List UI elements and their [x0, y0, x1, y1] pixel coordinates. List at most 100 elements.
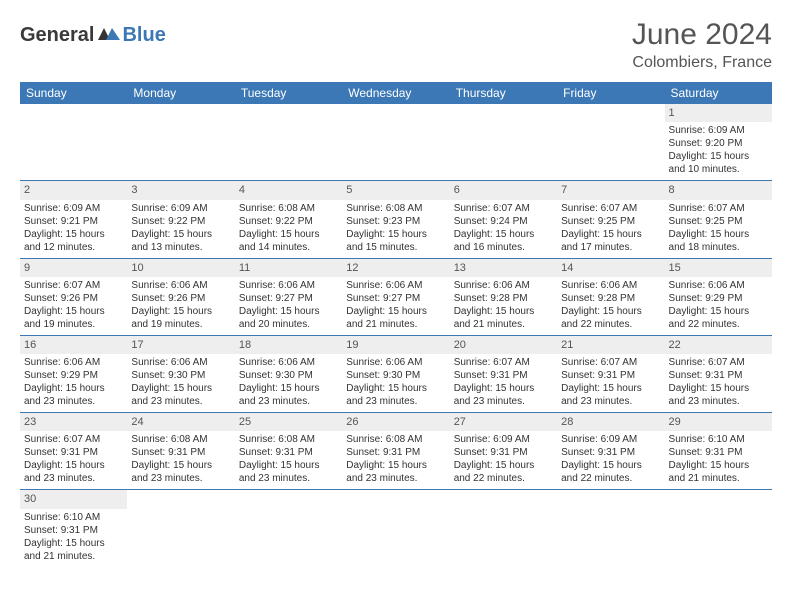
calendar-body: 1Sunrise: 6:09 AMSunset: 9:20 PMDaylight…	[20, 104, 772, 567]
day-number: 12	[342, 258, 449, 277]
day-detail	[342, 122, 449, 181]
day-number-row: 1	[20, 104, 772, 122]
day-detail	[342, 509, 449, 567]
day-number: 25	[235, 413, 342, 432]
day-detail: Sunrise: 6:08 AMSunset: 9:31 PMDaylight:…	[235, 431, 342, 490]
day-detail: Sunrise: 6:07 AMSunset: 9:24 PMDaylight:…	[450, 200, 557, 259]
day-number: 18	[235, 335, 342, 354]
day-detail: Sunrise: 6:06 AMSunset: 9:29 PMDaylight:…	[665, 277, 772, 336]
day-detail-row: Sunrise: 6:06 AMSunset: 9:29 PMDaylight:…	[20, 354, 772, 413]
day-detail	[557, 509, 664, 567]
day-number: 23	[20, 413, 127, 432]
day-number	[235, 490, 342, 509]
day-detail	[127, 509, 234, 567]
day-number: 19	[342, 335, 449, 354]
day-number: 27	[450, 413, 557, 432]
logo-text-blue: Blue	[122, 24, 165, 47]
day-number-row: 30	[20, 490, 772, 509]
day-detail: Sunrise: 6:06 AMSunset: 9:30 PMDaylight:…	[127, 354, 234, 413]
weekday-header: Sunday	[20, 82, 127, 104]
day-number	[342, 104, 449, 122]
day-detail: Sunrise: 6:06 AMSunset: 9:29 PMDaylight:…	[20, 354, 127, 413]
day-detail-row: Sunrise: 6:09 AMSunset: 9:21 PMDaylight:…	[20, 200, 772, 259]
day-number: 22	[665, 335, 772, 354]
day-number-row: 23242526272829	[20, 413, 772, 432]
day-number: 7	[557, 181, 664, 200]
title-block: June 2024 Colombiers, France	[632, 18, 772, 72]
day-number	[557, 104, 664, 122]
day-detail: Sunrise: 6:06 AMSunset: 9:28 PMDaylight:…	[557, 277, 664, 336]
day-number	[665, 490, 772, 509]
day-detail	[127, 122, 234, 181]
day-detail: Sunrise: 6:07 AMSunset: 9:31 PMDaylight:…	[20, 431, 127, 490]
day-number	[342, 490, 449, 509]
day-detail	[20, 122, 127, 181]
day-detail: Sunrise: 6:08 AMSunset: 9:31 PMDaylight:…	[342, 431, 449, 490]
day-number: 9	[20, 258, 127, 277]
day-number	[557, 490, 664, 509]
day-detail: Sunrise: 6:06 AMSunset: 9:26 PMDaylight:…	[127, 277, 234, 336]
calendar-table: SundayMondayTuesdayWednesdayThursdayFrid…	[20, 82, 772, 567]
day-number	[450, 104, 557, 122]
day-detail: Sunrise: 6:09 AMSunset: 9:21 PMDaylight:…	[20, 200, 127, 259]
weekday-header: Wednesday	[342, 82, 449, 104]
day-number	[127, 490, 234, 509]
day-number: 1	[665, 104, 772, 122]
day-number	[127, 104, 234, 122]
day-detail: Sunrise: 6:07 AMSunset: 9:25 PMDaylight:…	[665, 200, 772, 259]
day-number: 24	[127, 413, 234, 432]
day-number: 11	[235, 258, 342, 277]
day-number: 15	[665, 258, 772, 277]
day-number: 14	[557, 258, 664, 277]
weekday-header: Tuesday	[235, 82, 342, 104]
day-number: 3	[127, 181, 234, 200]
logo-text-general: General	[20, 24, 94, 47]
day-detail: Sunrise: 6:08 AMSunset: 9:23 PMDaylight:…	[342, 200, 449, 259]
location: Colombiers, France	[632, 54, 772, 72]
weekday-header-row: SundayMondayTuesdayWednesdayThursdayFrid…	[20, 82, 772, 104]
weekday-header: Friday	[557, 82, 664, 104]
day-detail: Sunrise: 6:07 AMSunset: 9:31 PMDaylight:…	[450, 354, 557, 413]
day-number: 26	[342, 413, 449, 432]
day-number: 16	[20, 335, 127, 354]
day-number: 2	[20, 181, 127, 200]
header: General Blue June 2024 Colombiers, Franc…	[20, 18, 772, 72]
day-detail: Sunrise: 6:09 AMSunset: 9:22 PMDaylight:…	[127, 200, 234, 259]
day-detail: Sunrise: 6:06 AMSunset: 9:27 PMDaylight:…	[342, 277, 449, 336]
day-detail	[665, 509, 772, 567]
day-detail	[235, 122, 342, 181]
day-detail: Sunrise: 6:06 AMSunset: 9:30 PMDaylight:…	[342, 354, 449, 413]
month-title: June 2024	[632, 18, 772, 52]
day-detail: Sunrise: 6:10 AMSunset: 9:31 PMDaylight:…	[20, 509, 127, 567]
day-detail-row: Sunrise: 6:07 AMSunset: 9:26 PMDaylight:…	[20, 277, 772, 336]
day-detail-row: Sunrise: 6:07 AMSunset: 9:31 PMDaylight:…	[20, 431, 772, 490]
day-detail: Sunrise: 6:08 AMSunset: 9:31 PMDaylight:…	[127, 431, 234, 490]
day-detail	[557, 122, 664, 181]
day-number	[450, 490, 557, 509]
day-detail: Sunrise: 6:08 AMSunset: 9:22 PMDaylight:…	[235, 200, 342, 259]
day-number: 4	[235, 181, 342, 200]
day-number: 6	[450, 181, 557, 200]
day-detail: Sunrise: 6:10 AMSunset: 9:31 PMDaylight:…	[665, 431, 772, 490]
day-number	[20, 104, 127, 122]
day-number-row: 16171819202122	[20, 335, 772, 354]
day-number: 10	[127, 258, 234, 277]
day-detail: Sunrise: 6:07 AMSunset: 9:31 PMDaylight:…	[665, 354, 772, 413]
weekday-header: Saturday	[665, 82, 772, 104]
day-detail: Sunrise: 6:06 AMSunset: 9:27 PMDaylight:…	[235, 277, 342, 336]
logo: General Blue	[20, 24, 166, 47]
day-number: 20	[450, 335, 557, 354]
weekday-header: Monday	[127, 82, 234, 104]
day-detail-row: Sunrise: 6:09 AMSunset: 9:20 PMDaylight:…	[20, 122, 772, 181]
day-detail	[450, 122, 557, 181]
day-number-row: 2345678	[20, 181, 772, 200]
day-number: 8	[665, 181, 772, 200]
day-number: 30	[20, 490, 127, 509]
day-number-row: 9101112131415	[20, 258, 772, 277]
day-detail	[450, 509, 557, 567]
day-detail: Sunrise: 6:07 AMSunset: 9:26 PMDaylight:…	[20, 277, 127, 336]
day-detail: Sunrise: 6:07 AMSunset: 9:31 PMDaylight:…	[557, 354, 664, 413]
day-number: 29	[665, 413, 772, 432]
day-detail: Sunrise: 6:06 AMSunset: 9:28 PMDaylight:…	[450, 277, 557, 336]
day-detail: Sunrise: 6:09 AMSunset: 9:20 PMDaylight:…	[665, 122, 772, 181]
